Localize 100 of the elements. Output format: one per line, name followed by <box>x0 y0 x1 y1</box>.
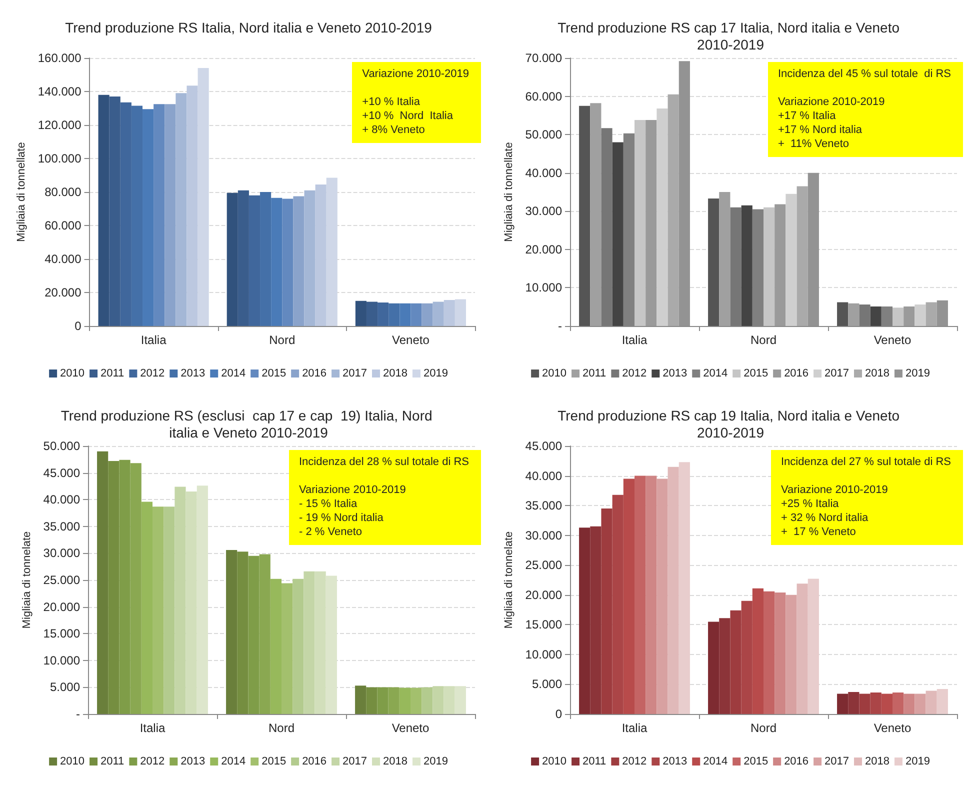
bar <box>237 552 248 714</box>
bar <box>881 694 892 714</box>
legend-label: 2010 <box>542 756 567 768</box>
bar <box>326 178 338 326</box>
legend-label: 2013 <box>180 756 206 768</box>
x-tick-label: Nord <box>750 721 777 735</box>
legend-label: 2019 <box>905 756 930 768</box>
y-tick-label: 30.000 <box>525 204 562 218</box>
bar <box>730 207 742 326</box>
legend-label: 2011 <box>100 756 124 768</box>
y-axis-title: Migliaia di tonnellate <box>502 142 515 242</box>
legend-label: 2010 <box>60 368 85 380</box>
bar <box>579 106 590 326</box>
legend-label: 2017 <box>342 756 368 768</box>
bar <box>796 584 808 714</box>
x-tick-label: Nord <box>269 333 296 347</box>
bar <box>837 302 848 326</box>
bar <box>186 86 198 326</box>
y-tick-label: 35.000 <box>43 519 80 534</box>
bar <box>432 686 444 714</box>
bar <box>892 692 904 714</box>
bar <box>270 578 282 714</box>
bar <box>796 186 808 326</box>
bar <box>741 600 752 714</box>
legend-label: 2011 <box>100 368 124 380</box>
bar <box>422 687 433 714</box>
bar <box>454 686 466 714</box>
text: Incidenza del 45 % sul totale di RS Variazione 2010-2019 +17 % Italia +17 % Nord italia + 11% Veneto <box>778 68 951 150</box>
legend-label: 2018 <box>383 756 408 768</box>
bar <box>752 588 764 714</box>
bar <box>786 594 797 714</box>
legend-label: 2015 <box>262 756 286 768</box>
bar <box>590 526 602 714</box>
bar <box>708 198 720 326</box>
legend-label: 2016 <box>784 756 809 768</box>
bar <box>444 300 455 326</box>
legend-label: 2014 <box>703 756 728 768</box>
text: Variazione 2010-2019 +10 % Italia +10 % Nord Italia + 8% Veneto <box>362 68 469 136</box>
legend-label: 2012 <box>622 756 647 768</box>
legend-label: 2012 <box>140 368 165 380</box>
text: Incidenza del 28 % sul totale di RS Variazione 2010-2019 - 15 % Italia - 19 % Nord italia - 2 % Veneto <box>299 456 469 538</box>
bar <box>936 688 948 714</box>
bar <box>97 451 108 714</box>
bar <box>109 96 120 326</box>
legend-label: 2019 <box>905 368 930 380</box>
bar <box>186 492 197 714</box>
bar <box>366 687 378 714</box>
x-tick-label: Italia <box>140 333 167 347</box>
legend-label: 2015 <box>744 756 768 768</box>
bar <box>612 494 624 714</box>
bar <box>422 303 433 326</box>
bar <box>196 486 208 714</box>
legend-label: 2016 <box>784 368 809 380</box>
y-axis-title: Migliaia di tonnelate <box>502 531 515 629</box>
y-tick-label: 0 <box>555 707 562 721</box>
bar <box>859 694 870 714</box>
bar <box>282 198 294 326</box>
bar <box>926 690 937 714</box>
bar <box>292 578 304 714</box>
y-tick-label: 15.000 <box>525 618 562 632</box>
y-tick-label: 140.000 <box>38 84 82 98</box>
x-tick-label: Nord <box>268 721 295 735</box>
legend-label: 2019 <box>423 368 448 380</box>
x-tick-label: Italia <box>622 721 648 735</box>
legend-label: 2014 <box>221 368 246 380</box>
legend-label: 2011 <box>582 368 606 380</box>
y-tick-label: 10.000 <box>43 653 80 668</box>
y-tick-label: 25.000 <box>525 558 562 572</box>
bar <box>601 128 612 326</box>
text: Incidenza del 27 % sul totale di RS Variazione 2010-2019 +25 % Italia + 32 % Nord italia + 17 % Veneto <box>781 456 951 538</box>
y-tick-label: 0 <box>74 319 82 333</box>
bar <box>859 304 870 326</box>
y-tick-label: 100.000 <box>38 152 82 166</box>
y-tick-label: 45.000 <box>43 466 80 480</box>
chart-title: Trend produzione RS cap 19 Italia, Nord italia e Veneto 2010-2019 <box>558 408 904 440</box>
bar <box>238 190 249 326</box>
y-tick-label: 45.000 <box>525 439 562 453</box>
bar <box>634 476 646 714</box>
y-tick-label: 160.000 <box>38 51 82 65</box>
bar <box>623 478 634 714</box>
x-tick-label: Veneto <box>392 721 430 735</box>
bar <box>646 120 657 326</box>
bar <box>634 120 646 326</box>
bar <box>271 198 282 326</box>
legend-label: 2019 <box>423 756 448 768</box>
bar <box>719 192 730 326</box>
bar <box>399 688 410 714</box>
bar <box>198 68 209 326</box>
bar <box>579 528 590 714</box>
legend-label: 2017 <box>824 368 850 380</box>
legend-label: 2018 <box>865 756 890 768</box>
bar <box>646 476 657 714</box>
bar <box>590 103 602 326</box>
bar <box>444 686 455 714</box>
bar <box>152 506 164 714</box>
y-tick-label: - <box>76 707 80 721</box>
bar <box>164 104 176 326</box>
bar <box>282 583 293 714</box>
bar <box>848 692 860 714</box>
x-tick-label: Italia <box>622 333 648 347</box>
